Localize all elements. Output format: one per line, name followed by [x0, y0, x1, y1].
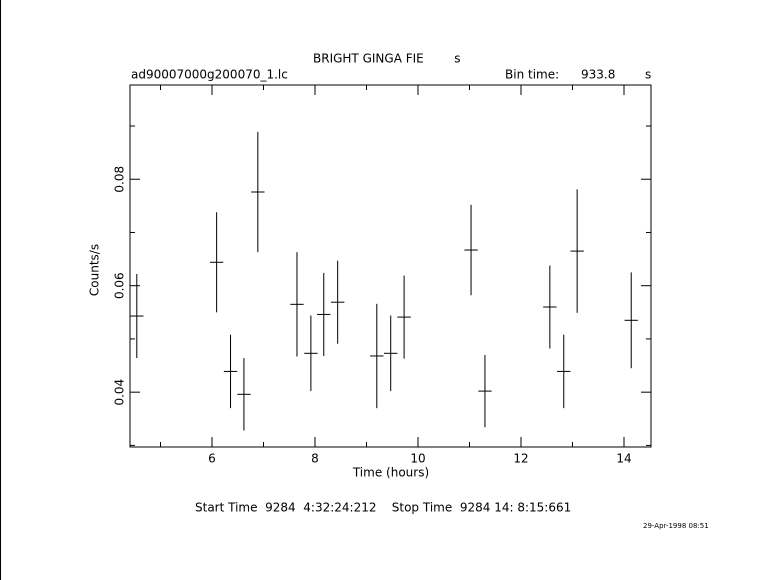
y-tick-label: 0.08 — [113, 166, 127, 193]
footer: Start Time 9284 4:32:24:212 Stop Time 92… — [195, 501, 571, 515]
bin-value: 933.8 — [581, 68, 615, 82]
x-tick-label: 10 — [410, 452, 425, 466]
x-tick-label: 8 — [311, 452, 319, 466]
plot-frame — [129, 84, 652, 448]
x-axis-label: Time (hours) — [352, 466, 429, 480]
x-tick-label: 14 — [616, 452, 631, 466]
y-tick-label: 0.04 — [113, 379, 127, 406]
y-axis-label: Counts/s — [88, 244, 102, 296]
x-tick-label: 12 — [513, 452, 528, 466]
bin-label: Bin time: — [505, 68, 559, 82]
chart-title: BRIGHT GINGA FIE s — [313, 52, 461, 66]
x-tick-label: 6 — [208, 452, 216, 466]
file-name: ad90007000g200070_1.lc — [131, 68, 288, 82]
date: 29-Apr-1998 08:51 — [643, 522, 709, 530]
y-tick-label: 0.06 — [113, 272, 127, 299]
bin-unit: s — [645, 68, 651, 82]
